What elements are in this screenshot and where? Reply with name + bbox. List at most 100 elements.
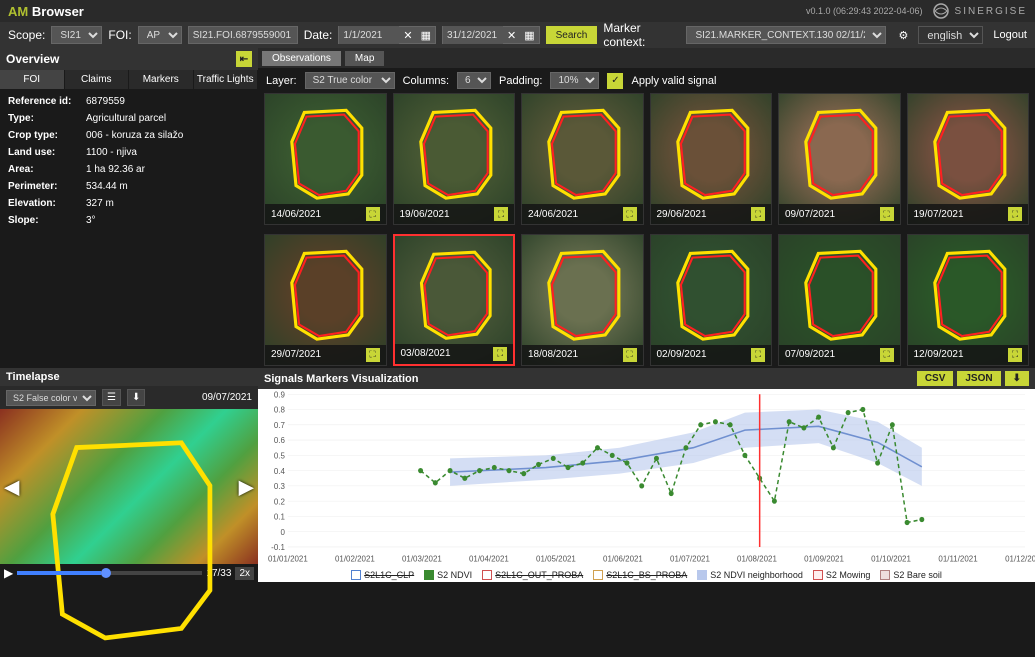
- logout-link[interactable]: Logout: [993, 29, 1027, 41]
- padding-select[interactable]: 10%: [550, 72, 599, 89]
- timelapse-download-icon[interactable]: ⬇: [127, 389, 145, 406]
- legend-item[interactable]: S2L1C_CLP: [351, 570, 414, 580]
- date-from-input[interactable]: [339, 26, 399, 44]
- date-label: Date:: [304, 28, 333, 42]
- observation-thumb[interactable]: 29/06/2021⛶: [650, 93, 773, 225]
- detail-key: Elevation:: [8, 198, 86, 209]
- svg-text:0.4: 0.4: [274, 467, 285, 476]
- signals-json-button[interactable]: JSON: [957, 371, 1000, 386]
- foi-id-input[interactable]: [188, 26, 298, 44]
- signals-csv-button[interactable]: CSV: [917, 371, 954, 386]
- signals-chart[interactable]: 0.90.80.70.60.50.40.30.20.10-0.101/01/20…: [258, 389, 1035, 568]
- legend-item[interactable]: S2 Mowing: [813, 570, 871, 580]
- apply-signal-button[interactable]: ✓: [607, 73, 623, 89]
- date-to-input[interactable]: [443, 26, 503, 44]
- legend-swatch: [697, 570, 707, 580]
- legend-item[interactable]: S2L1C_BS_PROBA: [593, 570, 687, 580]
- overview-panel: Overview ⇤ FOIClaimsMarkersTraffic Light…: [0, 48, 258, 368]
- detail-key: Reference id:: [8, 96, 86, 107]
- view-tab-observations[interactable]: Observations: [262, 51, 341, 66]
- overview-collapse-icon[interactable]: ⇤: [236, 51, 252, 67]
- timelapse-title: Timelapse: [0, 368, 258, 386]
- thumb-expand-icon[interactable]: ⛶: [366, 348, 380, 362]
- thumb-expand-icon[interactable]: ⛶: [493, 347, 507, 361]
- observation-thumb[interactable]: 09/07/2021⛶: [778, 93, 901, 225]
- thumb-expand-icon[interactable]: ⛶: [1008, 348, 1022, 362]
- search-button[interactable]: Search: [546, 26, 598, 44]
- svg-text:01/03/2021: 01/03/2021: [402, 554, 442, 563]
- svg-text:0.7: 0.7: [274, 421, 285, 430]
- overview-tabs: FOIClaimsMarkersTraffic Lights: [0, 70, 258, 89]
- grid-controls: Layer: S2 True color Columns: 6 Padding:…: [258, 68, 1035, 93]
- observation-thumb[interactable]: 18/08/2021⛶: [521, 234, 644, 366]
- scope-select[interactable]: SI21: [51, 26, 102, 44]
- legend-item[interactable]: S2 Bare soil: [880, 570, 942, 580]
- thumb-expand-icon[interactable]: ⛶: [1008, 207, 1022, 221]
- svg-text:01/04/2021: 01/04/2021: [469, 554, 509, 563]
- overview-tab-markers[interactable]: Markers: [129, 70, 194, 89]
- date-to-clear-icon[interactable]: ✕: [503, 29, 520, 42]
- overview-tab-traffic-lights[interactable]: Traffic Lights: [194, 70, 259, 89]
- overview-tab-claims[interactable]: Claims: [65, 70, 130, 89]
- timelapse-layer-select[interactable]: S2 False color v2: [6, 390, 96, 406]
- layer-select[interactable]: S2 True color: [305, 72, 395, 89]
- date-to-calendar-icon[interactable]: ▦: [520, 29, 538, 42]
- thumb-expand-icon[interactable]: ⛶: [623, 348, 637, 362]
- marker-context-label: Marker context:: [603, 21, 680, 49]
- observation-thumb[interactable]: 29/07/2021 ⛶: [264, 234, 387, 366]
- svg-text:01/08/2021: 01/08/2021: [737, 554, 777, 563]
- observation-thumb[interactable]: 07/09/2021⛶: [778, 234, 901, 366]
- svg-text:0.1: 0.1: [274, 512, 285, 521]
- foi-label: FOI:: [108, 28, 131, 42]
- company-logo-icon: [933, 3, 949, 19]
- legend-item[interactable]: S2L1C_OUT_PROBA: [482, 570, 583, 580]
- date-from-clear-icon[interactable]: ✕: [399, 29, 416, 42]
- observation-thumb[interactable]: 19/06/2021⛶: [393, 93, 516, 225]
- signals-download-icon[interactable]: ⬇: [1005, 371, 1029, 386]
- detail-key: Crop type:: [8, 130, 86, 141]
- observation-thumb[interactable]: 03/08/2021 ⛶: [393, 234, 516, 366]
- thumb-date: 14/06/2021: [271, 209, 321, 220]
- thumb-date: 03/08/2021: [401, 348, 451, 359]
- timelapse-prev-icon[interactable]: ◀: [4, 474, 19, 499]
- settings-icon[interactable]: ⚙: [898, 29, 908, 42]
- overview-tab-foi[interactable]: FOI: [0, 70, 65, 89]
- thumb-expand-icon[interactable]: ⛶: [494, 207, 508, 221]
- legend-item[interactable]: S2 NDVI: [424, 570, 472, 580]
- timelapse-layers-icon[interactable]: ☰: [102, 389, 121, 406]
- observation-thumb[interactable]: 24/06/2021 ⛶: [521, 93, 644, 225]
- view-tab-map[interactable]: Map: [345, 51, 384, 66]
- date-from-calendar-icon[interactable]: ▦: [417, 29, 435, 42]
- svg-text:0.2: 0.2: [274, 497, 285, 506]
- topbar: AM Browser v0.1.0 (06:29:43 2022-04-06) …: [0, 0, 1035, 22]
- thumb-date: 24/06/2021: [528, 209, 578, 220]
- thumb-expand-icon[interactable]: ⛶: [880, 348, 894, 362]
- date-to-box: ✕ ▦: [442, 26, 540, 44]
- thumb-expand-icon[interactable]: ⛶: [751, 348, 765, 362]
- detail-value: 6879559: [86, 96, 250, 107]
- observation-thumb[interactable]: 14/06/2021 ⛶: [264, 93, 387, 225]
- svg-text:01/09/2021: 01/09/2021: [804, 554, 844, 563]
- thumb-date: 29/07/2021: [271, 349, 321, 360]
- svg-text:01/11/2021: 01/11/2021: [938, 554, 978, 563]
- detail-value: 1 ha 92.36 ar: [86, 164, 250, 175]
- observation-thumb[interactable]: 12/09/2021⛶: [907, 234, 1030, 366]
- svg-text:01/07/2021: 01/07/2021: [670, 554, 710, 563]
- language-select[interactable]: english: [918, 26, 983, 44]
- thumb-expand-icon[interactable]: ⛶: [366, 207, 380, 221]
- marker-context-select[interactable]: SI21.MARKER_CONTEXT.130 02/11/2021: [686, 26, 886, 44]
- timelapse-next-icon[interactable]: ▶: [239, 474, 254, 499]
- legend-item[interactable]: S2 NDVI neighborhood: [697, 570, 803, 580]
- thumb-expand-icon[interactable]: ⛶: [623, 207, 637, 221]
- svg-text:01/01/2021: 01/01/2021: [268, 554, 308, 563]
- signals-title: Signals Markers Visualization: [264, 373, 418, 385]
- thumb-expand-icon[interactable]: ⛶: [880, 207, 894, 221]
- columns-select[interactable]: 6: [457, 72, 491, 89]
- observation-thumb[interactable]: 02/09/2021⛶: [650, 234, 773, 366]
- timelapse-slider[interactable]: [17, 571, 202, 575]
- legend-label: S2L1C_BS_PROBA: [606, 570, 687, 580]
- foi-type-select[interactable]: AP: [138, 26, 182, 44]
- observation-thumb[interactable]: 19/07/2021⛶: [907, 93, 1030, 225]
- thumb-expand-icon[interactable]: ⛶: [751, 207, 765, 221]
- detail-key: Land use:: [8, 147, 86, 158]
